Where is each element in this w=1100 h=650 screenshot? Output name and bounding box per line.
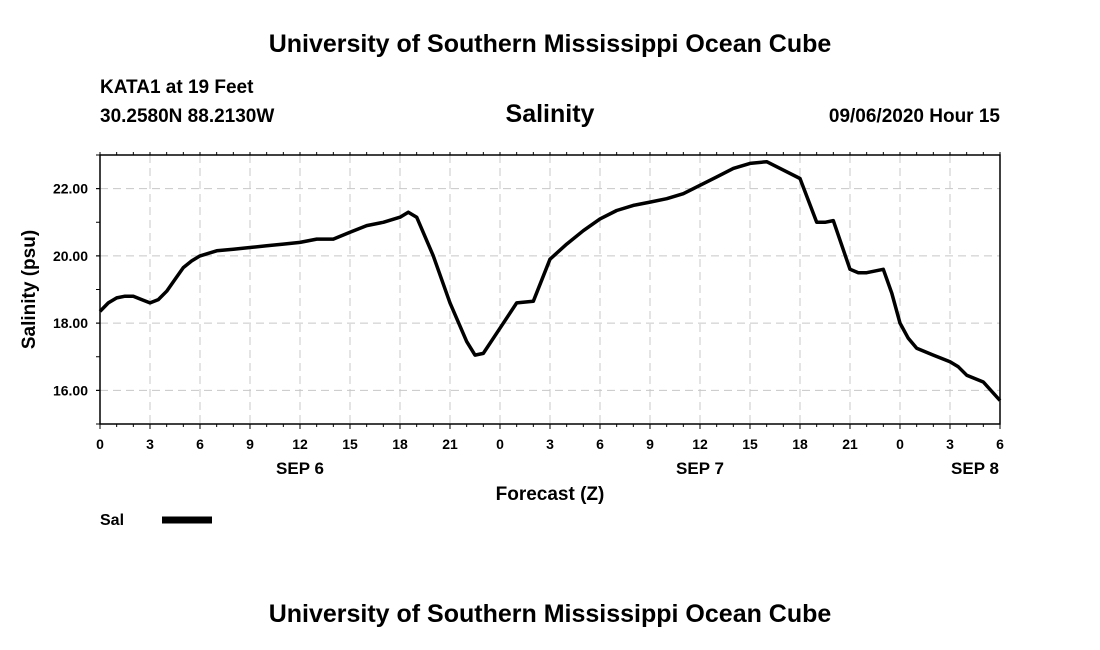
x-tick-label: 0 [896, 436, 904, 452]
page-title: University of Southern Mississippi Ocean… [268, 30, 832, 58]
footer-title: University of Southern Mississippi Ocean… [268, 600, 832, 628]
y-tick-label: 22.00 [53, 181, 88, 197]
x-tick-label: 0 [496, 436, 504, 452]
x-tick-label: 3 [546, 436, 554, 452]
series-group [98, 159, 1002, 402]
y-tick-label: 18.00 [53, 315, 88, 331]
x-tick-label: 15 [342, 436, 358, 452]
chart-title: Salinity [505, 100, 595, 128]
y-axis-label: Salinity (psu) [19, 230, 40, 349]
day-label: SEP 7 [676, 459, 724, 478]
x-axis-label: Forecast (Z) [496, 484, 605, 505]
x-tick-label: 15 [742, 436, 758, 452]
axis-ticks: 16.00 18.00 20.00 22.00 0 3 6 9 12 15 18 21 0 3 6 9 12 15… [53, 152, 1004, 478]
legend-label-sal: Sal [100, 512, 124, 529]
station-name: KATA1 at 19 Feet [100, 77, 254, 98]
x-tick-label: 9 [246, 436, 254, 452]
x-tick-label: 6 [996, 436, 1004, 452]
x-tick-label: 6 [596, 436, 604, 452]
x-tick-label: 0 [96, 436, 104, 452]
x-tick-label: 18 [392, 436, 408, 452]
x-tick-label: 3 [946, 436, 954, 452]
x-tick-label: 12 [692, 436, 708, 452]
x-tick-label: 6 [196, 436, 204, 452]
grid-lines [100, 155, 1000, 424]
x-tick-label: 21 [442, 436, 458, 452]
day-label: SEP 6 [276, 459, 324, 478]
x-tick-label: 21 [842, 436, 858, 452]
legend: Sal [100, 512, 212, 529]
y-tick-label: 16.00 [53, 382, 88, 398]
station-coordinates: 30.2580N 88.2130W [100, 106, 275, 127]
x-tick-label: 9 [646, 436, 654, 452]
forecast-time: 09/06/2020 Hour 15 [828, 106, 1000, 127]
day-label: SEP 8 [951, 459, 999, 478]
x-tick-label: 18 [792, 436, 808, 452]
y-tick-label: 20.00 [53, 248, 88, 264]
x-tick-label: 12 [292, 436, 308, 452]
series-line-sal [98, 159, 1002, 402]
x-tick-label: 3 [146, 436, 154, 452]
